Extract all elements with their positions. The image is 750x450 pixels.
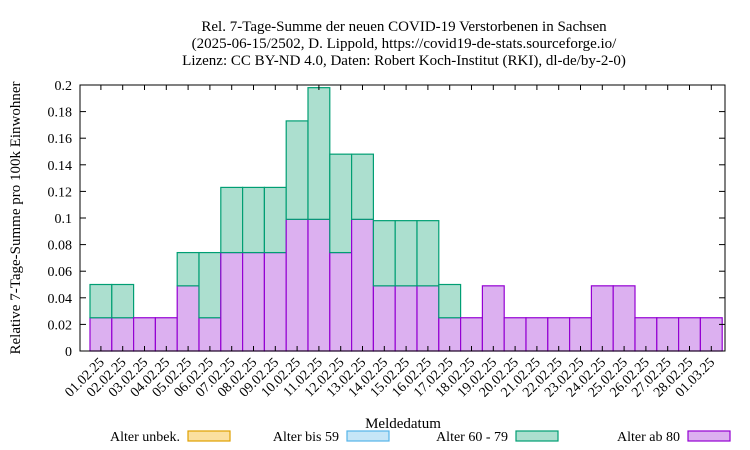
bar-segment bbox=[394, 285, 418, 352]
bar-segment bbox=[220, 186, 244, 254]
bar-segment bbox=[590, 285, 614, 352]
legend-swatch bbox=[187, 430, 231, 442]
bar-segment bbox=[307, 218, 331, 352]
bar-segment bbox=[111, 283, 135, 319]
bar-segment bbox=[329, 153, 353, 254]
bar-segment bbox=[285, 120, 309, 220]
legend-swatch bbox=[346, 430, 390, 442]
y-tick-label: 0.18 bbox=[48, 106, 73, 121]
bar-segment bbox=[176, 285, 200, 352]
y-tick-label: 0.16 bbox=[48, 132, 73, 147]
bar-segment bbox=[220, 251, 244, 352]
bar-segment bbox=[198, 251, 222, 319]
bar-segment bbox=[351, 218, 375, 352]
title-line-3: Lizenz: CC BY-ND 4.0, Daten: Robert Koch… bbox=[182, 53, 626, 69]
bar-segment bbox=[351, 153, 375, 220]
x-axis-label: Meldedatum bbox=[365, 416, 441, 432]
bar-segment bbox=[176, 251, 200, 287]
title-line-2: (2025-06-15/2502, D. Lippold, https://co… bbox=[192, 36, 617, 52]
bar-segment bbox=[416, 220, 440, 287]
bar-segment bbox=[372, 220, 396, 287]
bar-segment bbox=[438, 283, 462, 319]
legend-label: Alter 60 - 79 bbox=[436, 430, 508, 445]
bar-segment bbox=[285, 218, 309, 352]
plot-frame bbox=[79, 84, 726, 352]
y-tick-label: 0.06 bbox=[48, 265, 73, 280]
bar-segment bbox=[416, 285, 440, 352]
y-tick-label: 0.12 bbox=[48, 185, 73, 200]
bar-segment bbox=[394, 220, 418, 287]
bar-segment bbox=[481, 285, 505, 352]
bar-segment bbox=[242, 186, 266, 254]
bar-segment bbox=[263, 251, 287, 352]
chart-title: Rel. 7-Tage-Summe der neuen COVID-19 Ver… bbox=[182, 19, 626, 69]
legend-label: Alter bis 59 bbox=[273, 430, 339, 445]
y-axis-label: Relative 7-Tage-Summe pro 100k Einwohner bbox=[8, 81, 24, 354]
legend-swatch bbox=[515, 430, 559, 442]
legend: Alter unbek. Alter bis 59 Alter 60 - 79 Alt… bbox=[110, 430, 731, 445]
bars-layer bbox=[89, 87, 723, 352]
bar-segment bbox=[307, 87, 331, 220]
y-tick-label: 0.2 bbox=[55, 79, 73, 94]
y-tick-label: 0.04 bbox=[48, 292, 73, 307]
bar-segment bbox=[263, 186, 287, 254]
legend-label: Alter unbek. bbox=[110, 430, 180, 445]
y-tick-label: 0.08 bbox=[48, 239, 73, 254]
bar-segment bbox=[242, 251, 266, 352]
bar-segment bbox=[612, 285, 636, 352]
bar-segment bbox=[329, 251, 353, 352]
bar-segment bbox=[372, 285, 396, 352]
y-tick-label: 0.02 bbox=[48, 318, 73, 333]
y-tick-label: 0 bbox=[65, 345, 72, 360]
y-tick-label: 0.14 bbox=[48, 159, 73, 174]
legend-label: Alter ab 80 bbox=[617, 430, 680, 445]
y-axis-ticks: 0 0.02 0.04 0.06 0.08 0.1 0.12 0.14 0.16 0.18 0.2 bbox=[48, 79, 725, 360]
title-line-1: Rel. 7-Tage-Summe der neuen COVID-19 Ver… bbox=[201, 19, 607, 35]
legend-swatch bbox=[687, 430, 731, 442]
y-tick-label: 0.1 bbox=[55, 212, 73, 227]
bar-segment bbox=[89, 283, 113, 319]
